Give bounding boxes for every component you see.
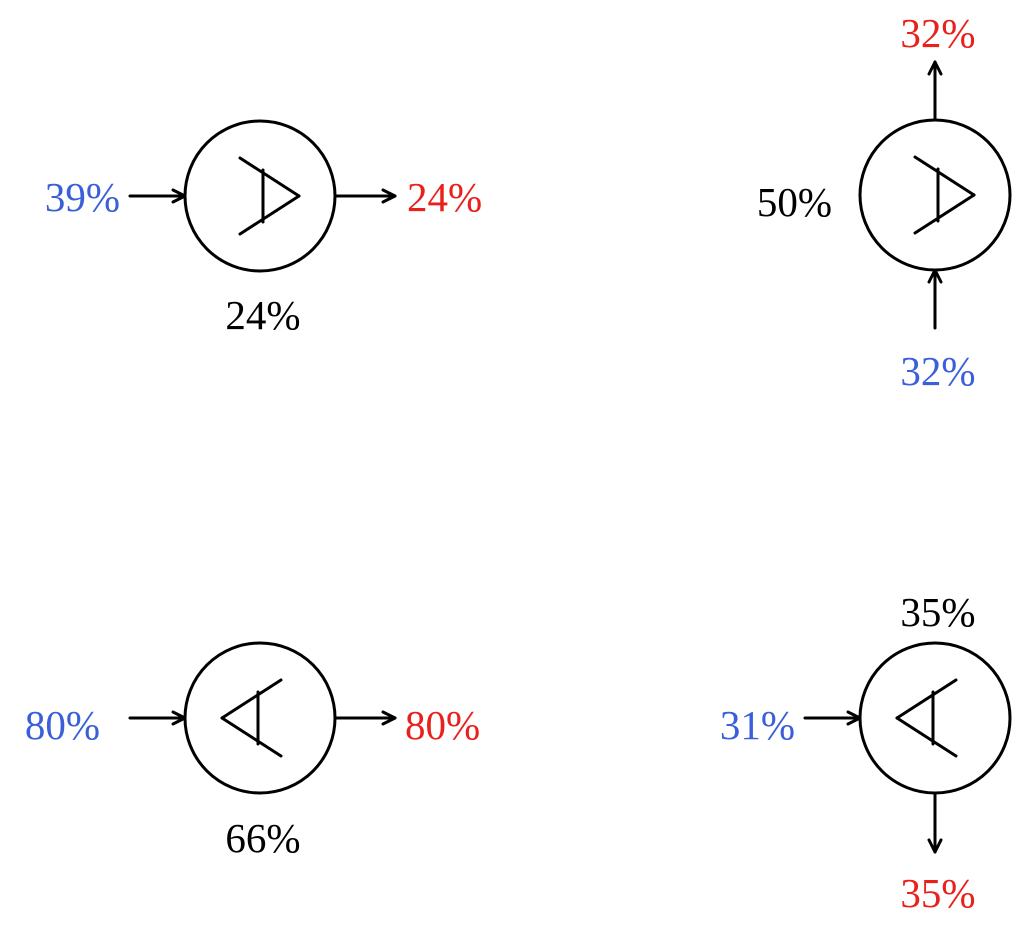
amplifier-icon <box>238 156 301 236</box>
gain-label: 24% <box>225 292 300 338</box>
input-label: 31% <box>720 702 795 748</box>
gain-label: 50% <box>757 179 832 225</box>
input-label: 39% <box>45 174 120 220</box>
block-bottom-left: 80% 80% 66% <box>25 641 480 861</box>
block-circle <box>858 641 1012 795</box>
amplifier-icon <box>220 678 283 758</box>
gain-label: 66% <box>225 815 300 861</box>
amplifier-icon <box>913 155 976 235</box>
block-top-right: 32% 32% 50% <box>757 10 1012 394</box>
amplifier-icon <box>895 678 958 758</box>
block-circle <box>858 118 1012 272</box>
block-circle <box>183 641 337 795</box>
output-label: 80% <box>405 702 480 748</box>
output-label: 32% <box>900 10 975 56</box>
input-label: 32% <box>900 348 975 394</box>
input-label: 80% <box>25 702 100 748</box>
output-label: 35% <box>900 870 975 916</box>
block-top-left: 39% 24% 24% <box>45 119 482 338</box>
block-bottom-right: 31% 35% 35% <box>720 589 1012 916</box>
block-circle <box>183 119 337 273</box>
gain-label: 35% <box>900 589 975 635</box>
output-label: 24% <box>407 174 482 220</box>
